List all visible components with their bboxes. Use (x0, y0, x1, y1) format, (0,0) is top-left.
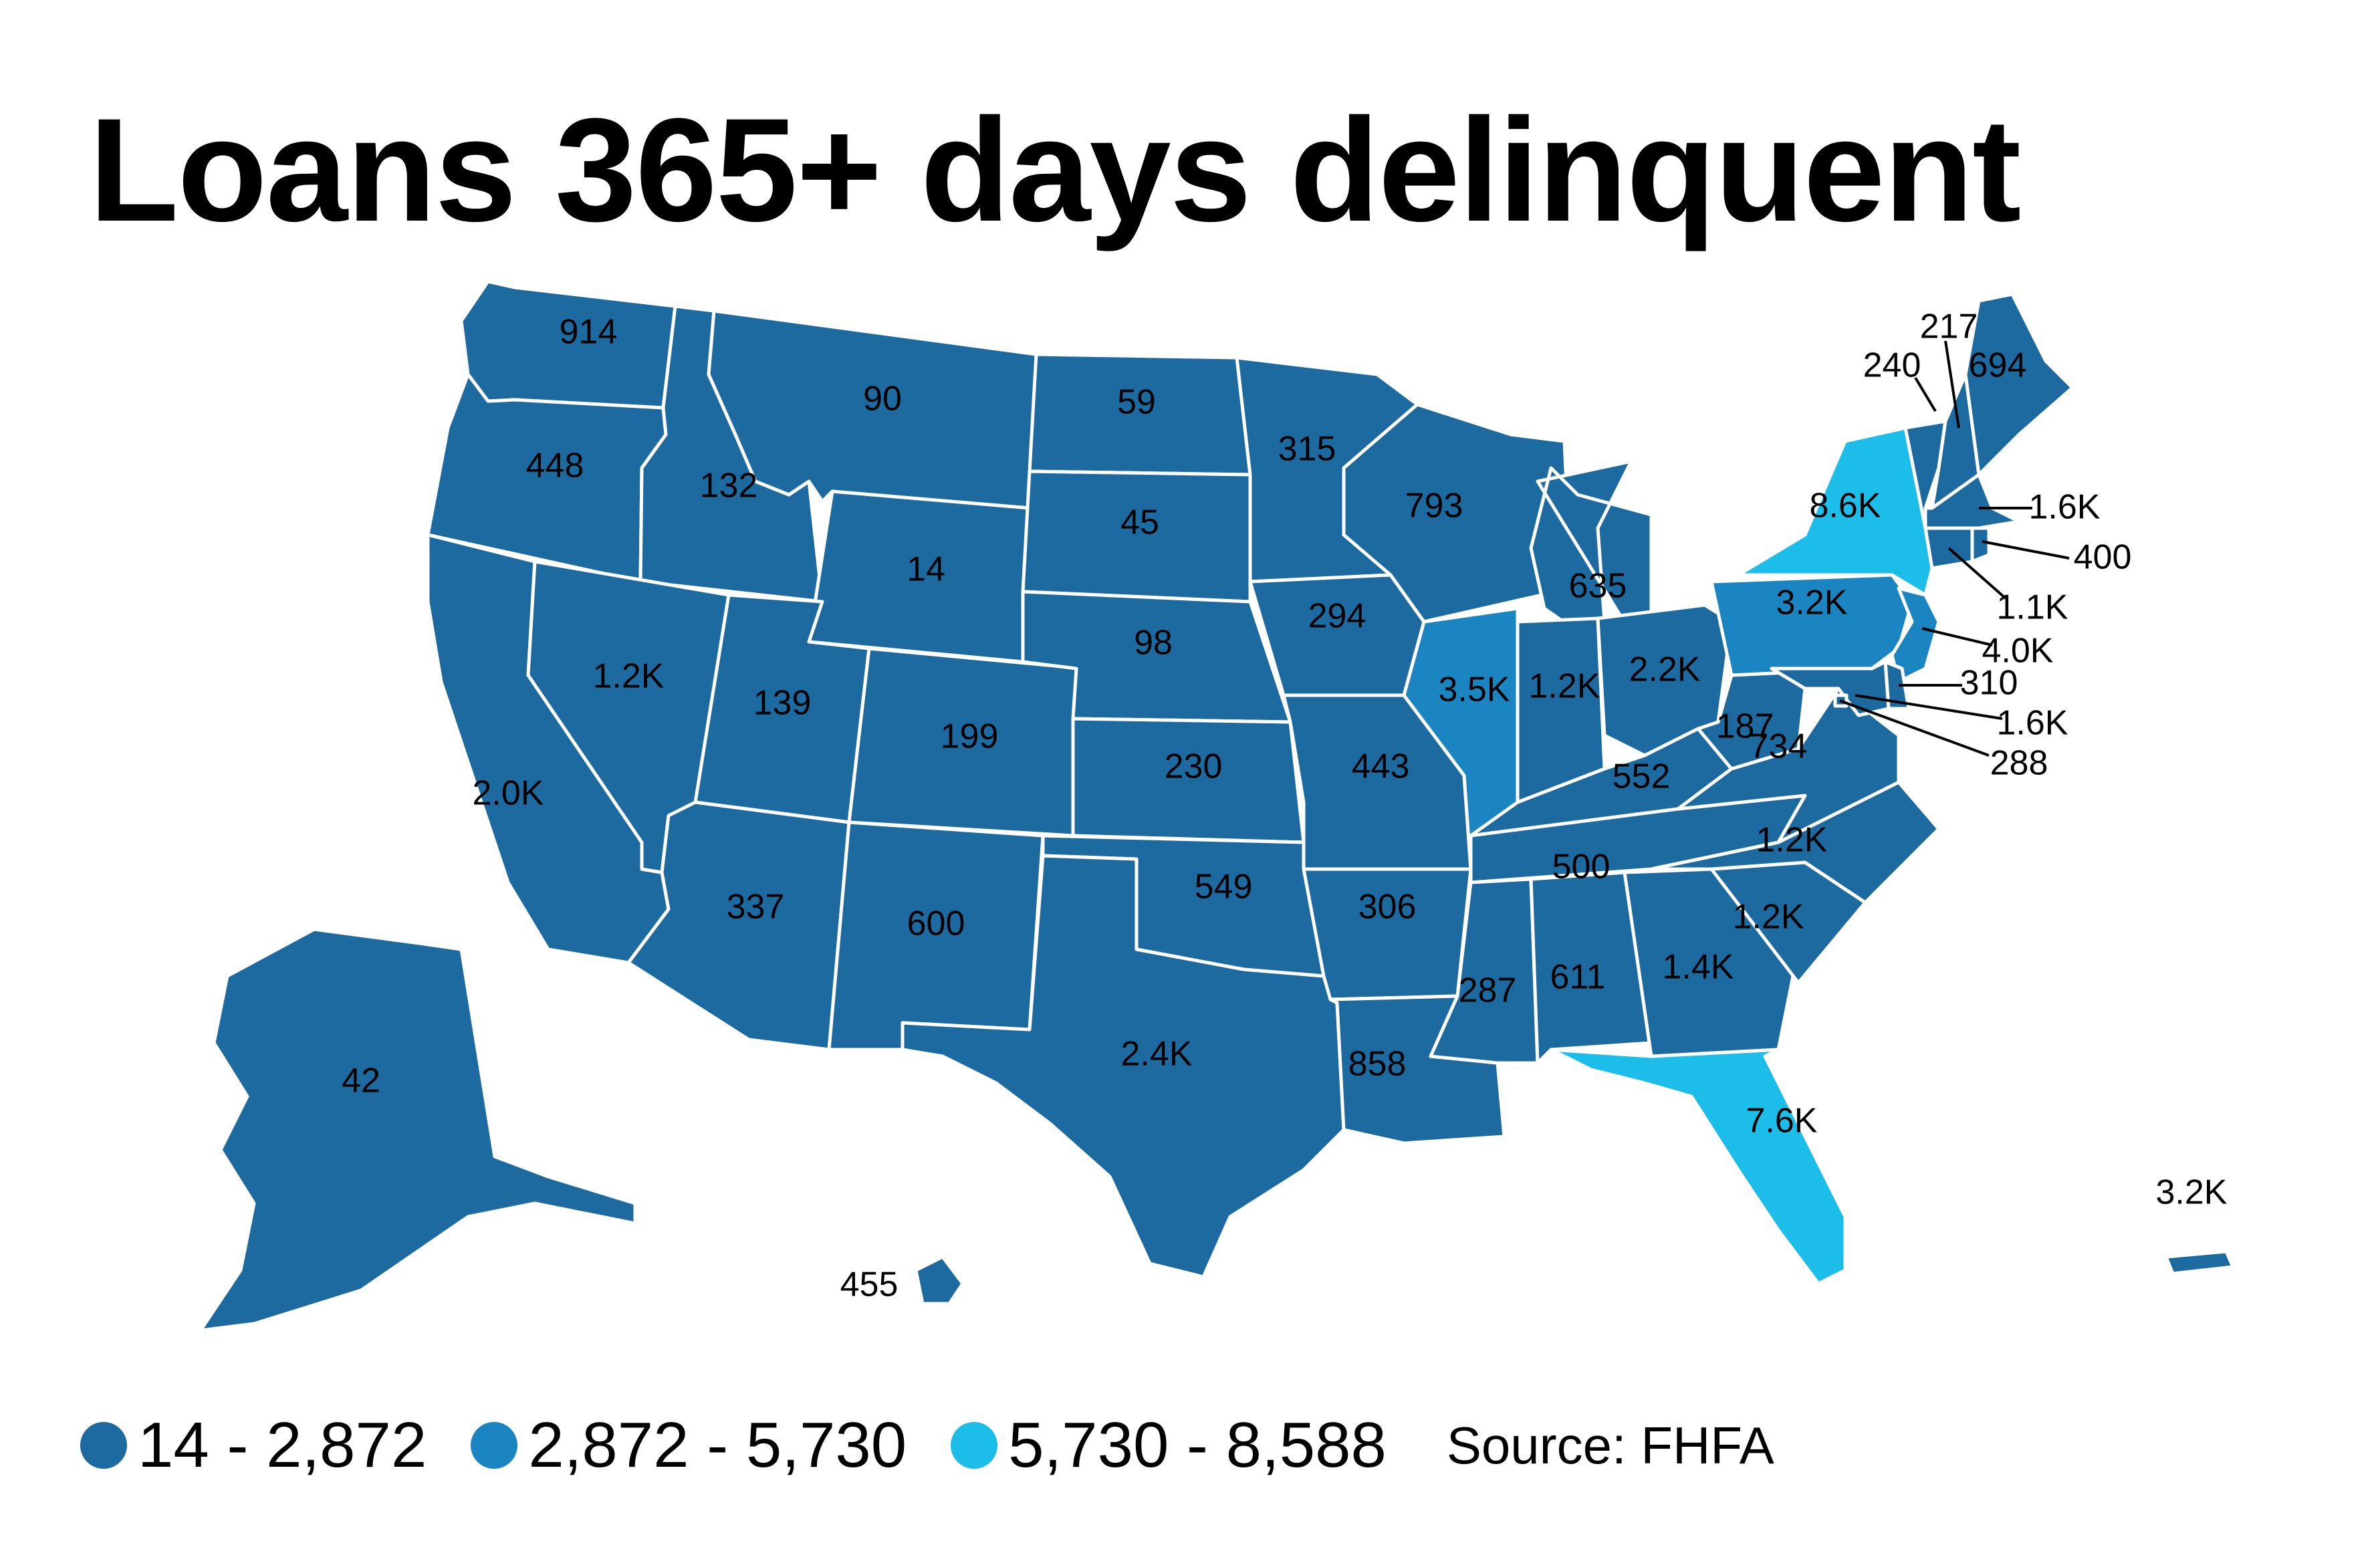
value-label-NE: 98 (1134, 624, 1173, 663)
value-label-SC: 1.2K (1733, 898, 1804, 937)
value-label-VA: 734 (1750, 727, 1808, 766)
value-label-TX: 2.4K (1121, 1035, 1193, 1074)
leader-line-VT (1914, 376, 1937, 412)
value-label-CA: 2.0K (473, 774, 544, 813)
map-title: Loans 365+ days delinquent (89, 88, 2021, 252)
value-label-WY: 14 (907, 550, 945, 589)
value-label-NV: 1.2K (593, 657, 665, 696)
legend: 14 - 2,872 2,872 - 5,730 5,730 - 8,588 S… (80, 1409, 1774, 1482)
value-label-OH: 2.2K (1629, 650, 1701, 689)
value-label-AZ: 337 (727, 888, 785, 927)
value-label-NY: 8.6K (1810, 487, 1881, 525)
value-label-RI: 400 (2074, 538, 2132, 577)
legend-swatch-high (951, 1422, 998, 1469)
value-label-DE: 310 (1960, 664, 2018, 703)
state-PR[interactable] (2164, 1249, 2235, 1276)
source-note: Source: FHFA (1446, 1415, 1774, 1475)
value-label-ID: 132 (700, 467, 758, 505)
state-TX[interactable] (901, 854, 1346, 1279)
value-label-DC: 288 (1990, 744, 2048, 783)
value-label-WI: 793 (1405, 487, 1463, 525)
legend-swatch-low (80, 1422, 127, 1469)
value-label-KY: 552 (1613, 757, 1671, 796)
value-label-IA: 294 (1308, 597, 1366, 636)
value-label-FL: 7.6K (1746, 1102, 1818, 1141)
value-label-NJ: 4.0K (1982, 632, 2054, 671)
value-label-AR: 306 (1358, 888, 1417, 927)
leader-line-NH (1944, 340, 1960, 429)
legend-label-mid: 2,872 - 5,730 (528, 1409, 907, 1481)
value-label-ME: 694 (1969, 346, 2027, 385)
value-label-IL: 3.5K (1439, 671, 1510, 709)
state-HI[interactable] (914, 1255, 965, 1306)
value-label-OR: 448 (526, 447, 584, 485)
state-AL[interactable] (1529, 870, 1653, 1065)
value-label-OK: 549 (1195, 868, 1253, 907)
leader-line-MD (1855, 694, 2003, 720)
value-label-PR: 3.2K (2156, 1173, 2228, 1212)
leader-line-RI (1982, 540, 2070, 560)
leader-line-DC (1839, 699, 1990, 757)
value-label-VT: 240 (1863, 346, 1921, 385)
state-VT[interactable] (1903, 419, 1947, 530)
value-label-GA: 1.4K (1663, 948, 1734, 987)
legend-label-low: 14 - 2,872 (138, 1409, 427, 1481)
value-label-ND: 59 (1117, 383, 1156, 422)
value-label-MN: 315 (1278, 430, 1336, 469)
value-label-IN: 1.2K (1529, 667, 1600, 706)
value-label-LA: 858 (1348, 1045, 1407, 1084)
value-label-MA: 1.6K (2029, 488, 2101, 527)
value-label-MT: 90 (863, 380, 902, 419)
value-label-NC: 1.2K (1756, 821, 1828, 860)
state-RI[interactable] (1970, 526, 1991, 564)
state-NJ[interactable] (1890, 586, 1941, 684)
state-ME[interactable] (1964, 292, 2074, 477)
value-label-AK: 42 (342, 1062, 380, 1100)
legend-label-high: 5,730 - 8,588 (1008, 1409, 1387, 1481)
value-label-UT: 139 (753, 684, 812, 723)
value-label-SD: 45 (1120, 503, 1159, 542)
value-label-MO: 443 (1352, 747, 1410, 786)
value-label-HI: 455 (840, 1266, 899, 1304)
value-label-NM: 600 (907, 905, 965, 943)
leader-line-NJ (1921, 627, 1993, 646)
legend-swatch-mid (471, 1422, 518, 1469)
value-label-WV: 187 (1716, 707, 1774, 746)
legend-item-mid: 2,872 - 5,730 (471, 1409, 907, 1482)
legend-item-high: 5,730 - 8,588 (951, 1409, 1387, 1482)
value-label-CO: 199 (941, 717, 999, 756)
value-label-KS: 230 (1165, 747, 1223, 786)
value-label-MI: 635 (1569, 567, 1627, 606)
legend-item-low: 14 - 2,872 (80, 1409, 427, 1482)
value-label-TN: 500 (1552, 848, 1611, 886)
state-AK[interactable] (199, 927, 637, 1332)
value-label-AL: 611 (1550, 958, 1606, 997)
value-label-WA: 914 (560, 313, 618, 352)
value-label-PA: 3.2K (1776, 584, 1848, 622)
value-label-NH: 217 (1920, 308, 1978, 346)
state-FL[interactable] (1549, 1048, 1847, 1286)
value-label-MS: 287 (1459, 971, 1517, 1010)
leader-line-CT (1947, 547, 2007, 600)
value-label-MD: 1.6K (1997, 704, 2068, 743)
value-label-CT: 1.1K (1997, 588, 2068, 627)
